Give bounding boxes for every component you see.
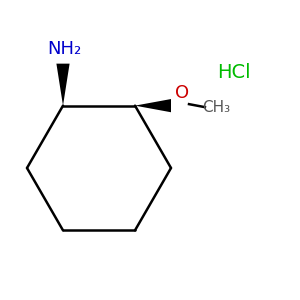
Polygon shape bbox=[135, 99, 171, 112]
Text: HCl: HCl bbox=[217, 62, 251, 82]
Text: CH₃: CH₃ bbox=[202, 100, 230, 115]
Polygon shape bbox=[56, 64, 70, 106]
Text: O: O bbox=[175, 84, 190, 102]
Text: NH₂: NH₂ bbox=[47, 40, 82, 58]
